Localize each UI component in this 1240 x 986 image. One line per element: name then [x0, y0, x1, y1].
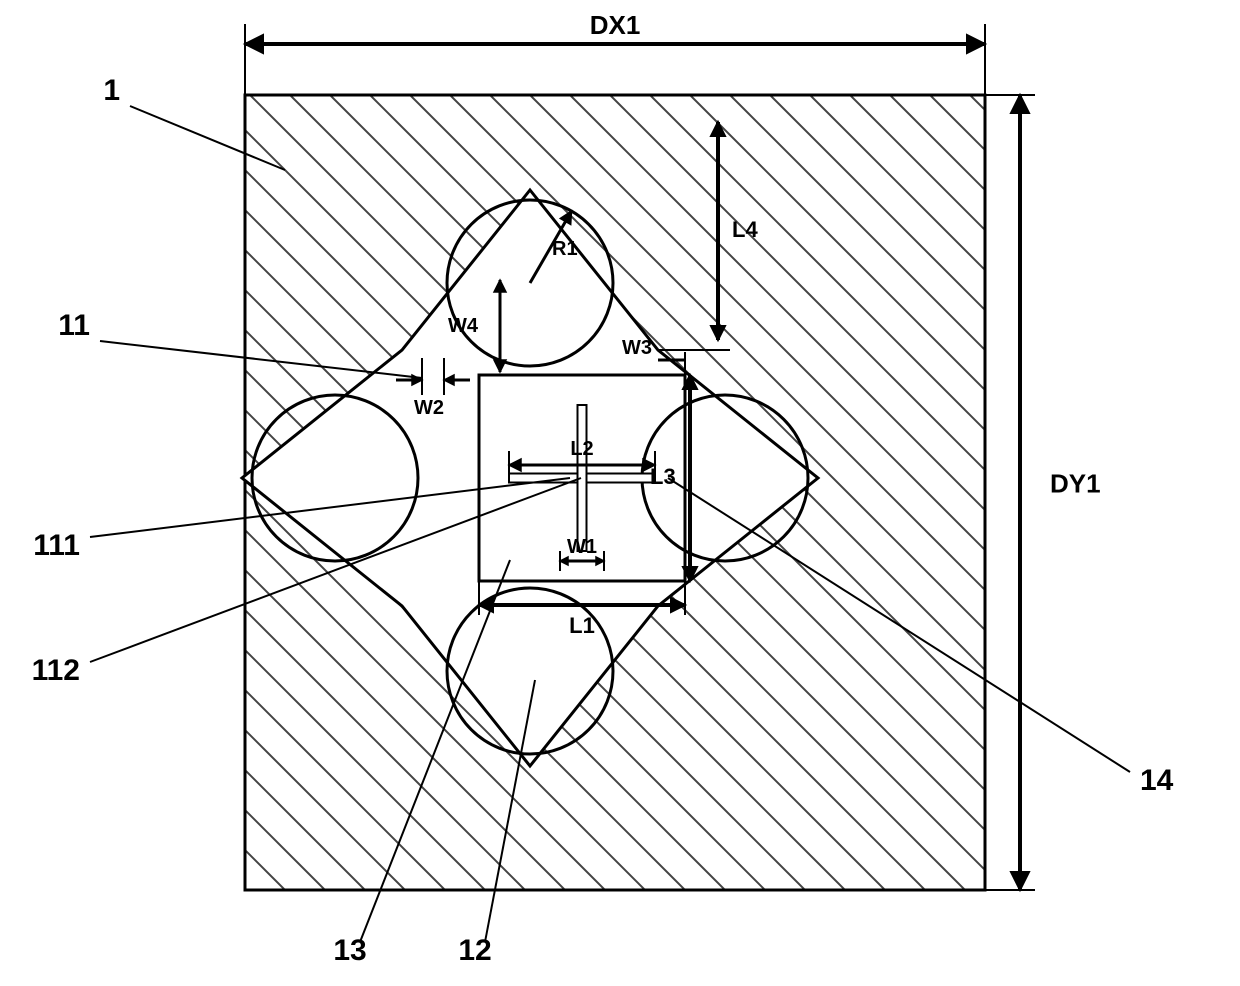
technical-diagram: DX1DY1L4R1W4W2W3L3L2W1L1111111112131214 — [0, 0, 1240, 986]
callout-label-11: 11 — [58, 309, 90, 342]
dim-label-l2: L2 — [570, 438, 593, 460]
dim-label-w4: W4 — [448, 315, 479, 337]
dim-label-dx1: DX1 — [590, 10, 641, 40]
dim-label-w3: W3 — [622, 337, 652, 359]
dim-label-dy1: DY1 — [1050, 469, 1101, 499]
callout-label-1: 1 — [103, 74, 120, 107]
callout-label-14: 14 — [1140, 764, 1174, 797]
dim-label-r1: R1 — [552, 238, 578, 260]
dim-label-l3: L3 — [650, 464, 676, 489]
callout-label-111: 111 — [33, 529, 80, 562]
callout-label-13: 13 — [333, 934, 366, 967]
dim-label-w1: W1 — [567, 536, 597, 558]
callout-label-112: 112 — [32, 654, 80, 687]
callout-label-12: 12 — [458, 934, 491, 967]
dim-label-l4: L4 — [732, 217, 758, 242]
dim-label-l1: L1 — [569, 613, 595, 638]
dim-label-w2: W2 — [414, 397, 444, 419]
